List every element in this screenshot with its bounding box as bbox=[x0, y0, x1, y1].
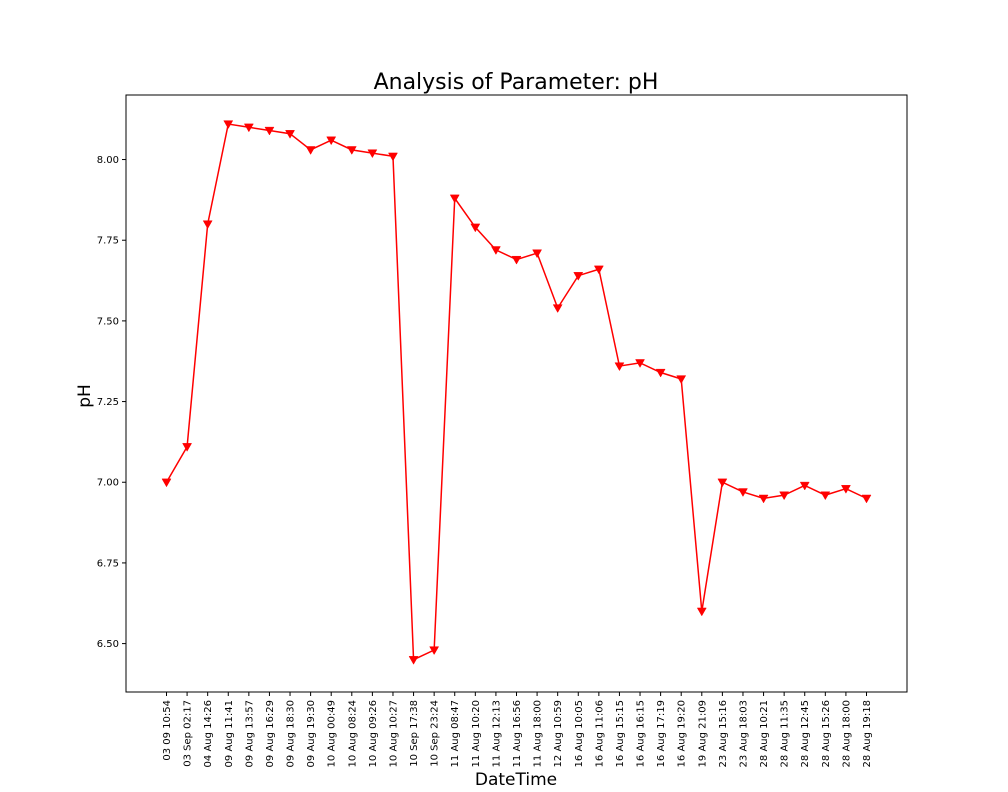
data-point-marker bbox=[552, 304, 563, 313]
data-point-marker bbox=[285, 130, 295, 139]
y-tick-label: 8.00 bbox=[97, 155, 119, 166]
x-tick-label: 16 Aug 15:15 bbox=[615, 700, 626, 767]
x-tick-label: 23 Aug 15:16 bbox=[718, 700, 729, 767]
data-point-marker bbox=[388, 152, 398, 162]
data-point-marker bbox=[243, 123, 254, 133]
data-point-marker bbox=[367, 149, 378, 159]
x-tick-label: 28 Aug 19:18 bbox=[862, 700, 873, 767]
x-tick-label: 09 Aug 11:41 bbox=[224, 700, 235, 767]
x-tick-label: 28 Aug 11:35 bbox=[780, 700, 791, 767]
data-point-marker bbox=[305, 146, 316, 155]
y-axis-title: pH bbox=[75, 384, 95, 408]
y-tick-label: 6.75 bbox=[97, 558, 119, 569]
x-tick-label: 10 Aug 10:27 bbox=[388, 700, 399, 767]
data-point-marker bbox=[614, 362, 625, 372]
data-point-marker bbox=[635, 359, 645, 368]
data-point-marker bbox=[326, 136, 337, 146]
x-axis-title: DateTime bbox=[475, 770, 557, 790]
data-point-marker bbox=[490, 246, 501, 255]
x-tick-label: 10 Sep 17:38 bbox=[409, 700, 420, 767]
x-tick-label: 12 Aug 10:59 bbox=[553, 700, 564, 767]
x-tick-label: 10 Aug 08:24 bbox=[347, 700, 358, 767]
x-tick-label: 28 Aug 15:26 bbox=[821, 700, 832, 767]
data-point-marker bbox=[861, 494, 872, 504]
x-tick-label: 11 Aug 08:47 bbox=[450, 700, 461, 767]
y-tick-label: 7.00 bbox=[97, 478, 119, 489]
data-point-marker bbox=[161, 478, 172, 488]
x-tick-label: 28 Aug 18:00 bbox=[841, 700, 852, 767]
x-tick-label: 11 Aug 12:13 bbox=[491, 700, 502, 767]
x-tick-label: 09 Aug 13:57 bbox=[244, 700, 255, 767]
data-point-marker bbox=[511, 255, 522, 265]
x-tick-label: 16 Aug 17:19 bbox=[656, 700, 667, 767]
x-tick-label: 09 Aug 16:29 bbox=[265, 700, 276, 767]
data-point-marker bbox=[758, 494, 769, 504]
data-point-marker bbox=[799, 481, 810, 491]
x-tick-label: 10 Aug 00:49 bbox=[327, 700, 338, 767]
data-point-marker bbox=[346, 146, 357, 155]
x-tick-label: 16 Aug 10:05 bbox=[574, 700, 585, 767]
data-point-marker bbox=[429, 646, 440, 656]
x-tick-label: 03 Sep 02:17 bbox=[183, 700, 194, 767]
data-point-marker bbox=[696, 607, 707, 617]
x-tick-label: 23 Aug 18:03 bbox=[738, 700, 749, 767]
x-tick-label: 09 Aug 18:30 bbox=[286, 700, 297, 767]
x-tick-label: 03 09 10:54 bbox=[162, 700, 173, 761]
x-tick-label: 16 Aug 19:20 bbox=[677, 700, 688, 767]
y-tick-label: 6.50 bbox=[97, 639, 119, 650]
data-point-marker bbox=[820, 491, 831, 501]
data-point-marker bbox=[840, 485, 851, 494]
data-point-marker bbox=[655, 368, 666, 378]
data-point-marker bbox=[223, 120, 234, 130]
x-tick-label: 04 Aug 14:26 bbox=[203, 700, 214, 767]
data-point-marker bbox=[676, 375, 687, 384]
x-tick-label: 19 Aug 21:09 bbox=[697, 700, 708, 767]
x-tick-label: 09 Aug 19:30 bbox=[306, 700, 317, 767]
data-point-marker bbox=[738, 488, 748, 497]
x-tick-label: 16 Aug 16:15 bbox=[636, 700, 647, 767]
data-point-marker bbox=[573, 272, 584, 281]
x-tick-label: 16 Aug 11:06 bbox=[594, 700, 605, 767]
y-tick-label: 7.50 bbox=[97, 316, 119, 327]
data-point-marker bbox=[449, 194, 460, 204]
data-point-marker bbox=[182, 443, 193, 452]
x-tick-label: 10 Aug 09:26 bbox=[368, 700, 379, 767]
data-point-marker bbox=[717, 478, 728, 488]
data-point-marker bbox=[202, 220, 213, 230]
x-tick-label: 11 Aug 16:56 bbox=[512, 700, 523, 767]
data-point-marker bbox=[779, 491, 790, 501]
x-tick-label: 10 Sep 23:24 bbox=[430, 700, 441, 767]
x-tick-label: 28 Aug 12:45 bbox=[800, 700, 811, 767]
data-point-marker bbox=[593, 265, 604, 275]
y-tick-label: 7.75 bbox=[97, 236, 119, 247]
y-tick-label: 7.25 bbox=[97, 397, 119, 408]
data-point-marker bbox=[532, 249, 543, 259]
data-point-marker bbox=[264, 126, 275, 136]
plot-area: 6.50 6.75 7.00 7.25 7.50 7.75 8.00 03 09 10:54 0… bbox=[97, 94, 908, 767]
data-point-marker bbox=[470, 223, 481, 233]
x-tick-label: 11 Aug 10:20 bbox=[471, 700, 482, 767]
x-tick-label: 11 Aug 18:00 bbox=[533, 700, 544, 767]
data-point-marker bbox=[408, 656, 419, 665]
chart-title: Analysis of Parameter: pH bbox=[374, 70, 659, 95]
x-tick-label: 28 Aug 10:21 bbox=[759, 700, 770, 767]
